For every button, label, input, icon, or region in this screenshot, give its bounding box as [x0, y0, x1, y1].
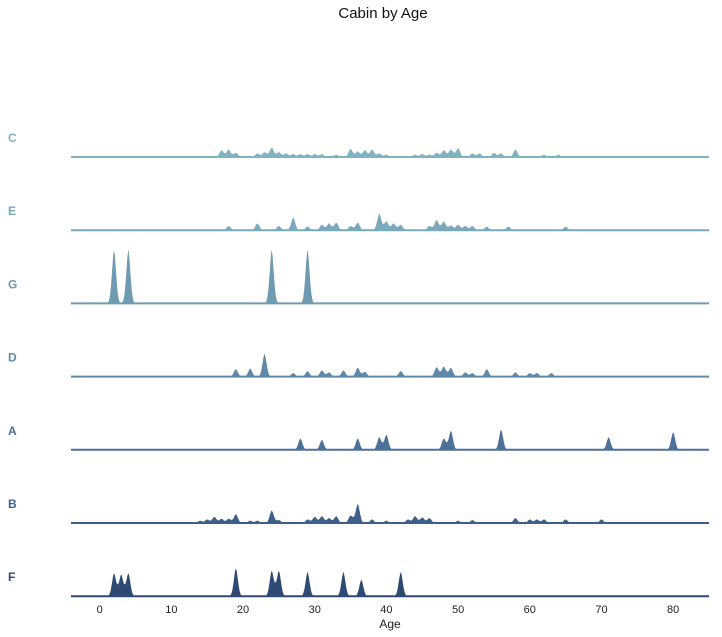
ridge-area-D [71, 353, 709, 377]
ridge-area-E [71, 212, 709, 231]
ridge-area-B [71, 503, 709, 524]
x-tick-label: 20 [237, 604, 249, 616]
x-tick-label: 70 [595, 604, 607, 616]
ridge-label-F: F [8, 570, 15, 584]
x-axis-ticks: 0 10 20 30 40 50 60 70 80 [97, 604, 680, 616]
ridge-E: E [8, 204, 709, 232]
ridge-B: B [8, 497, 709, 524]
x-tick-label: 10 [165, 604, 177, 616]
ridge-label-D: D [8, 351, 17, 365]
x-tick-label: 40 [380, 604, 392, 616]
ridge-area-G [71, 248, 709, 304]
chart-title: Cabin by Age [338, 5, 427, 22]
x-tick-label: 60 [524, 604, 536, 616]
ridge-label-E: E [8, 204, 16, 218]
ridge-area-A [71, 428, 709, 451]
ridge-D: D [8, 351, 709, 378]
ridge-label-A: A [8, 424, 17, 438]
ridge-A: A [8, 424, 709, 451]
ridge-F: F [8, 566, 709, 598]
ridge-area-C [71, 146, 709, 158]
ridge-label-B: B [8, 497, 17, 511]
ridge-C: C [8, 131, 709, 158]
ridge-label-C: C [8, 131, 17, 145]
x-tick-label: 80 [667, 604, 679, 616]
ridge-G: G [8, 248, 709, 305]
ridges-group: C E G D A B F [8, 131, 709, 598]
ridge-area-F [71, 566, 709, 597]
x-tick-label: 30 [309, 604, 321, 616]
x-tick-label: 0 [97, 604, 103, 616]
x-tick-label: 50 [452, 604, 464, 616]
ridge-label-G: G [8, 277, 17, 291]
x-axis-label: Age [379, 617, 401, 631]
